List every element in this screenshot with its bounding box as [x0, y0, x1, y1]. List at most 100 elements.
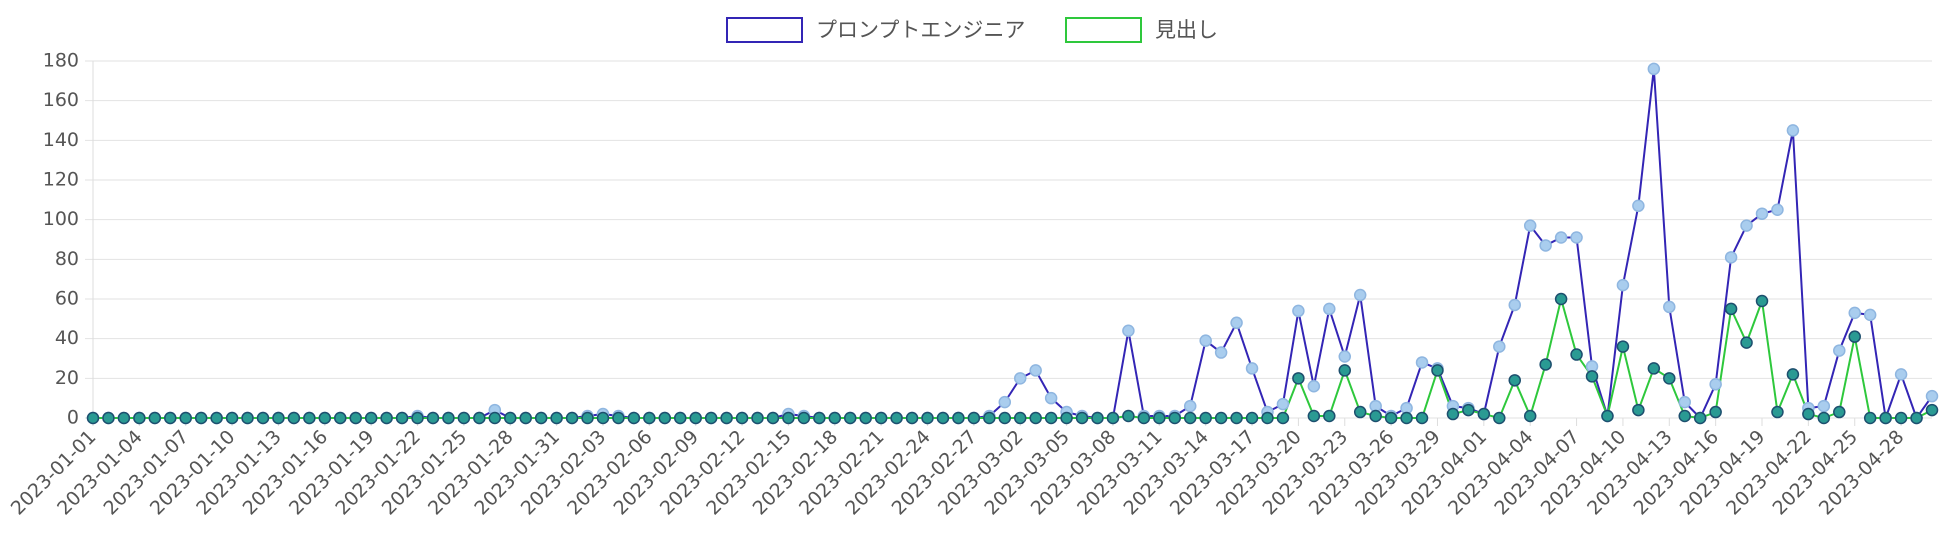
data-point	[1493, 340, 1506, 353]
data-point	[1338, 364, 1352, 377]
data-point	[426, 411, 440, 425]
data-point	[983, 411, 996, 425]
data-point	[751, 411, 764, 425]
data-point	[936, 411, 950, 425]
data-point	[334, 411, 347, 425]
data-point	[1724, 302, 1738, 316]
y-tick-label: 20	[55, 367, 79, 389]
data-point	[86, 411, 100, 425]
data-point	[658, 411, 672, 425]
data-point	[1013, 411, 1027, 425]
data-point	[1771, 405, 1784, 419]
data-point	[1384, 411, 1398, 425]
data-point	[704, 411, 718, 425]
data-point	[782, 411, 795, 425]
data-point	[1075, 411, 1089, 425]
data-point	[395, 411, 409, 425]
y-tick-label: 0	[67, 407, 79, 429]
data-point	[1663, 300, 1676, 314]
series-line	[93, 298, 1933, 420]
data-point	[1493, 411, 1506, 425]
data-point	[1786, 368, 1800, 381]
data-point	[241, 411, 254, 425]
data-point	[1183, 399, 1197, 413]
data-point	[1616, 340, 1630, 353]
data-point	[1400, 411, 1413, 425]
data-point	[1601, 409, 1614, 423]
data-point	[1477, 407, 1491, 421]
data-point	[828, 411, 842, 425]
data-point	[318, 411, 332, 425]
data-point	[1863, 411, 1877, 425]
data-point	[1570, 231, 1583, 244]
data-point	[581, 411, 594, 425]
data-point	[272, 411, 285, 425]
data-point	[565, 411, 579, 425]
data-point	[1307, 409, 1321, 423]
data-point	[1632, 199, 1645, 213]
data-point	[411, 411, 424, 425]
data-point	[1925, 403, 1939, 417]
data-point	[179, 411, 192, 425]
data-point	[1647, 62, 1661, 76]
data-point	[735, 411, 749, 425]
data-point	[1879, 411, 1892, 425]
data-point	[797, 411, 811, 425]
data-point	[1724, 251, 1738, 264]
data-point	[1323, 302, 1336, 316]
data-point	[1168, 411, 1182, 425]
data-point	[1292, 304, 1305, 318]
data-point	[1415, 411, 1429, 425]
data-point	[504, 411, 517, 425]
data-point	[287, 411, 301, 425]
data-point	[1740, 336, 1753, 349]
legend-label: 見出し	[1155, 18, 1218, 42]
data-point	[921, 411, 934, 425]
data-point	[1848, 306, 1861, 320]
data-point	[1044, 391, 1058, 405]
data-point	[210, 411, 223, 425]
data-point	[442, 411, 455, 425]
data-point	[1013, 372, 1027, 385]
data-point	[1802, 407, 1815, 421]
data-point	[1817, 411, 1831, 425]
data-point	[256, 411, 270, 425]
data-point	[194, 411, 208, 425]
data-point	[1910, 411, 1923, 425]
data-point	[1431, 364, 1444, 377]
data-point	[1925, 389, 1939, 403]
data-point	[1137, 411, 1151, 425]
data-point	[1755, 207, 1769, 220]
data-point	[673, 411, 687, 425]
y-tick-label: 40	[55, 327, 79, 349]
data-point	[1276, 411, 1290, 425]
data-point	[1786, 124, 1800, 137]
data-point	[1693, 411, 1707, 425]
data-point	[364, 411, 378, 425]
legend-swatch	[726, 17, 803, 43]
y-tick-label: 120	[43, 169, 79, 191]
data-point	[1523, 219, 1537, 232]
data-point	[1833, 405, 1846, 419]
data-point	[1585, 370, 1599, 383]
data-point	[349, 411, 362, 425]
data-point	[890, 411, 903, 425]
data-point	[643, 411, 656, 425]
data-point	[1338, 350, 1352, 363]
data-point	[1678, 409, 1691, 423]
data-point	[859, 411, 872, 425]
data-point	[1122, 324, 1135, 337]
data-point	[1323, 409, 1336, 423]
data-point	[1183, 411, 1197, 425]
y-tick-label: 80	[55, 248, 79, 270]
data-point	[843, 411, 857, 425]
data-point	[1554, 231, 1568, 244]
data-point	[1539, 358, 1552, 371]
data-point	[1415, 356, 1429, 369]
data-point	[303, 411, 316, 425]
data-point	[1199, 411, 1212, 425]
data-point	[1369, 409, 1382, 423]
data-point	[612, 411, 625, 425]
data-point	[1894, 411, 1908, 425]
data-point	[164, 411, 177, 425]
